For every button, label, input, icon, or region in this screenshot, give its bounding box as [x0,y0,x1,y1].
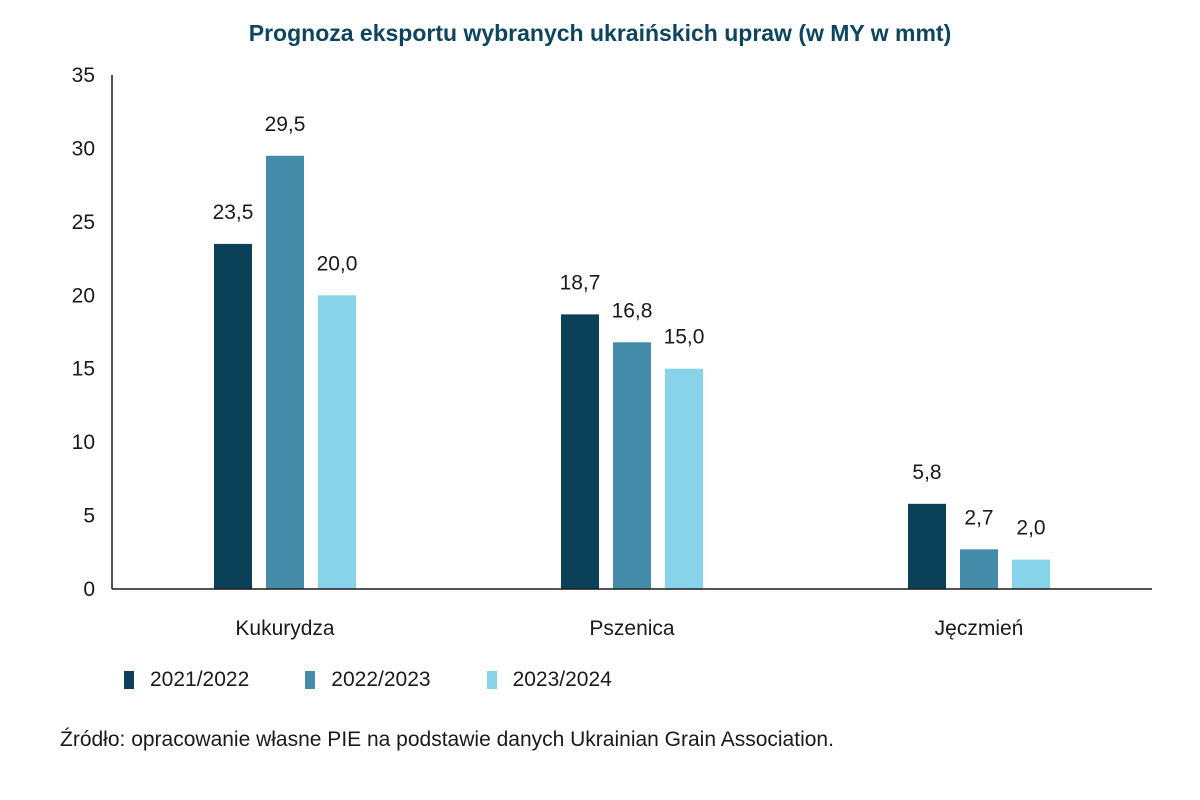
bar [665,368,703,589]
x-category-label: Kukurydza [235,617,335,640]
y-tick-label: 5 [83,505,95,528]
y-tick-label: 15 [72,358,95,381]
bar [561,314,599,589]
bar-value-label: 16,8 [612,299,653,322]
source-note: Źródło: opracowanie własne PIE na podsta… [60,728,834,751]
bar-value-label: 23,5 [213,201,254,224]
bar-value-label: 2,7 [964,506,993,529]
y-tick-label: 10 [72,431,95,454]
legend-swatch [305,671,316,689]
bar [214,243,252,589]
legend: 2021/2022 2022/2023 2023/2024 [124,668,668,692]
bar [266,155,304,589]
x-category-label: Jęczmień [935,617,1024,640]
bar [613,342,651,589]
bar-value-label: 2,0 [1016,517,1045,540]
value-labels: 23,5 29,5 20,0 18,7 16,8 15,0 5,8 2,7 2,0 [213,113,1046,540]
bar [908,503,946,589]
bar-value-label: 15,0 [664,326,705,349]
y-tick-label: 0 [83,578,95,601]
legend-swatch [486,671,497,689]
legend-swatch [124,671,134,689]
y-tick-label: 25 [72,211,95,234]
bar [960,549,998,589]
legend-item-2021-2022: 2021/2022 [124,668,249,692]
y-axis-ticks: 0 5 10 15 20 25 30 35 [72,64,95,601]
legend-label: 2023/2024 [512,668,612,691]
bar-value-label: 18,7 [560,271,601,294]
bar-value-label: 20,0 [317,252,358,275]
legend-item-2022-2023: 2022/2023 [305,668,431,692]
legend-label: 2022/2023 [331,668,431,691]
legend-item-2023-2024: 2023/2024 [486,668,612,692]
bar-value-label: 5,8 [912,461,941,484]
y-tick-label: 35 [72,64,95,87]
bars [214,155,1050,589]
bar [318,295,356,589]
bar-value-label: 29,5 [265,113,306,136]
x-axis-labels: Kukurydza Pszenica Jęczmień [235,617,1023,640]
legend-label: 2021/2022 [150,668,250,691]
y-tick-label: 30 [72,137,95,160]
y-tick-label: 20 [72,284,95,307]
chart-title: Prognoza eksportu wybranych ukraińskich … [248,20,952,46]
x-category-label: Pszenica [589,617,675,640]
bar [1012,559,1050,589]
